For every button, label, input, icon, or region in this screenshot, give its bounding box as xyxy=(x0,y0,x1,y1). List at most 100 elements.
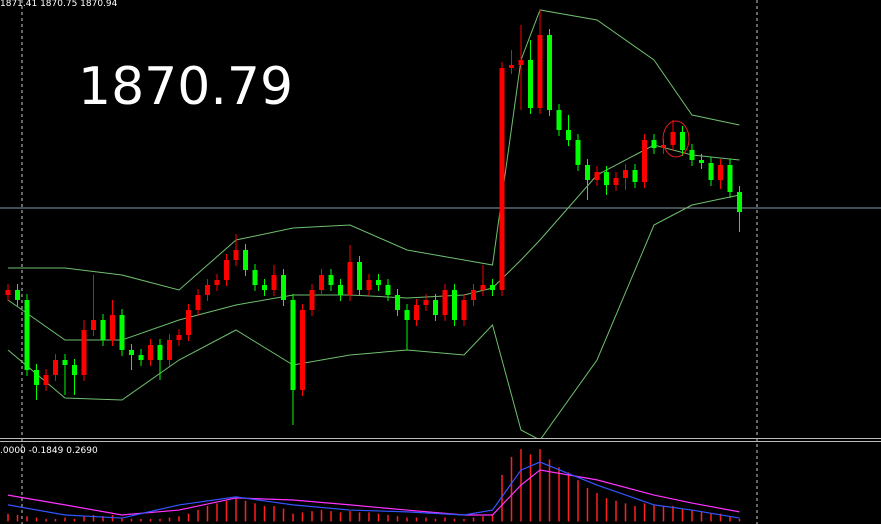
histogram-bar xyxy=(396,516,399,522)
histogram-bar xyxy=(130,518,133,522)
histogram-bar xyxy=(358,512,361,522)
histogram-bar xyxy=(719,513,722,522)
candle-body xyxy=(357,262,362,290)
histogram-bar xyxy=(586,487,589,522)
histogram-bar xyxy=(102,516,104,522)
histogram-bar xyxy=(216,503,218,522)
histogram-bar xyxy=(206,505,209,522)
histogram-bar xyxy=(406,517,408,522)
histogram-bar xyxy=(197,509,199,522)
histogram-bar xyxy=(738,518,741,522)
histogram-bar xyxy=(178,516,180,522)
candle-body xyxy=(537,35,543,108)
candle-body xyxy=(480,285,486,290)
histogram-bar xyxy=(254,503,256,522)
candle-body xyxy=(300,310,305,390)
histogram-bar xyxy=(349,511,351,522)
candle-body xyxy=(471,290,476,300)
candle-body xyxy=(167,340,172,360)
histogram-bar xyxy=(681,508,684,522)
candle-body xyxy=(708,163,714,180)
candle-body xyxy=(613,178,619,185)
histogram-bar xyxy=(643,503,646,522)
histogram-bar xyxy=(501,474,503,522)
bollinger-band xyxy=(7,194,740,438)
candle-body xyxy=(157,345,163,360)
candle-body xyxy=(319,275,324,290)
candle-body xyxy=(34,370,39,385)
histogram-bar xyxy=(45,518,47,522)
candle-body xyxy=(72,365,77,375)
main-window xyxy=(0,9,881,438)
indicator-line xyxy=(7,461,740,519)
candle-body xyxy=(129,350,134,355)
candle-body xyxy=(556,110,562,130)
candle-body xyxy=(366,280,372,290)
candle-body xyxy=(195,295,201,310)
price-header: 1871.41 1870.75 1870.94 xyxy=(0,0,118,9)
histogram-bar xyxy=(453,518,456,522)
histogram-bar xyxy=(263,505,266,522)
candle-body xyxy=(528,60,533,108)
histogram-bar xyxy=(463,518,465,522)
histogram-bar xyxy=(491,514,494,522)
candle-body xyxy=(205,285,210,295)
candle-body xyxy=(5,290,11,295)
candle-body xyxy=(632,170,638,182)
candle-body xyxy=(243,250,248,270)
histogram-bar xyxy=(187,513,190,522)
histogram-bar xyxy=(425,517,427,522)
candle-body xyxy=(433,300,438,315)
candle-body xyxy=(499,68,505,290)
histogram-bar xyxy=(615,500,617,522)
candle-body xyxy=(518,60,524,65)
indicator-window xyxy=(7,449,741,522)
indicator-line xyxy=(7,469,740,516)
histogram-bar xyxy=(434,518,437,522)
histogram-bar xyxy=(700,511,703,522)
candle-body xyxy=(176,335,182,340)
candle-body xyxy=(53,360,58,375)
candle-body xyxy=(414,305,419,320)
histogram-bar xyxy=(244,500,247,522)
candle-body xyxy=(404,310,410,320)
candle-body xyxy=(62,360,68,365)
candle-body xyxy=(148,345,153,360)
histogram-bar xyxy=(273,505,275,522)
candle-body xyxy=(15,290,20,300)
histogram-bar xyxy=(111,514,114,522)
histogram-bar xyxy=(92,514,95,522)
histogram-bar xyxy=(311,511,313,522)
histogram-bar xyxy=(444,517,446,522)
candle-body xyxy=(110,315,115,340)
highlight-circle xyxy=(662,120,690,158)
histogram-bar xyxy=(73,518,76,522)
histogram-bar xyxy=(472,517,475,522)
candle-body xyxy=(309,290,315,310)
candle-body xyxy=(623,170,628,178)
candle-body xyxy=(670,132,676,145)
candle-body xyxy=(233,250,239,260)
candle-body xyxy=(376,280,381,285)
histogram-bar xyxy=(653,504,655,522)
candle-body xyxy=(281,275,286,300)
candle-body xyxy=(395,295,400,310)
histogram-bar xyxy=(320,509,323,522)
price-annotation: 1870.79 xyxy=(78,57,293,117)
histogram-bar xyxy=(282,508,285,522)
histogram-bar xyxy=(567,472,570,522)
histogram-bar xyxy=(121,517,123,522)
histogram-bar xyxy=(548,459,551,522)
histogram-bar xyxy=(54,518,57,522)
histogram-bar xyxy=(377,513,380,522)
histogram-bar xyxy=(672,505,674,522)
candle-body xyxy=(423,300,429,305)
candle-body xyxy=(490,285,495,290)
candle-body xyxy=(680,132,685,150)
candle-body xyxy=(252,270,258,285)
histogram-bar xyxy=(7,513,9,522)
candle-body xyxy=(214,280,220,285)
histogram-bar xyxy=(330,511,332,522)
candle-body xyxy=(575,140,581,165)
